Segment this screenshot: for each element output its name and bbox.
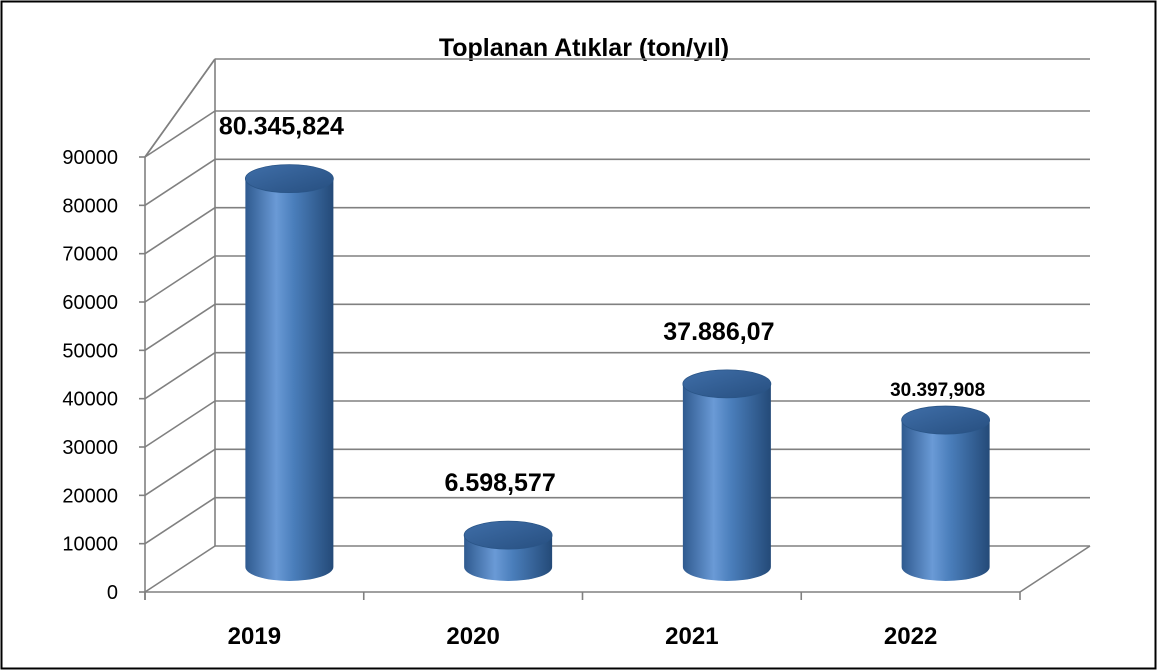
y-tick-label: 0 — [107, 582, 118, 604]
bar-2022 — [901, 405, 991, 581]
data-label: 30.397,908 — [890, 380, 985, 401]
gridline-diagonal — [144, 303, 216, 352]
bar-body — [245, 178, 334, 581]
bar-2019 — [244, 164, 334, 581]
gridline-diagonal — [144, 545, 216, 593]
floor-right-edge — [1019, 545, 1091, 593]
axis-layer: 0 10000 20000 30000 40000 50000 60000 70000 8000… — [62, 147, 1021, 604]
side-wall-top — [144, 58, 216, 158]
y-tick-label: 20000 — [62, 485, 118, 507]
bar-top — [463, 520, 553, 550]
bar-top — [244, 164, 334, 194]
gridline-diagonal — [144, 496, 216, 545]
bar-top — [682, 369, 772, 399]
data-label: 80.345,824 — [219, 113, 344, 141]
data-label: 37.886,07 — [663, 318, 774, 346]
gridline-diagonal — [144, 351, 216, 400]
y-tick-label: 30000 — [62, 437, 118, 459]
x-category-label: 2022 — [884, 623, 937, 650]
y-tick-label: 80000 — [62, 195, 118, 217]
x-category-label: 2020 — [446, 623, 499, 650]
gridline-diagonal — [144, 158, 216, 207]
gridline-diagonal — [144, 110, 216, 158]
gridline-diagonal — [144, 206, 216, 255]
x-category-label: 2021 — [665, 623, 718, 650]
bar-body — [901, 420, 990, 581]
bar-2021 — [682, 369, 772, 581]
bar-2020 — [463, 520, 553, 581]
bar-layer — [244, 164, 991, 581]
y-tick-label: 60000 — [62, 292, 118, 314]
y-tick-label: 90000 — [62, 147, 118, 169]
bar-top — [901, 405, 991, 435]
bar-body — [682, 383, 771, 581]
label-layer: 2019 80.345,824 2020 6.598,577 2021 37.886,07… — [219, 113, 985, 650]
gridline-diagonal — [144, 255, 216, 303]
gridline-diagonal — [144, 400, 216, 448]
y-tick-label: 50000 — [62, 340, 118, 362]
y-tick-label: 40000 — [62, 389, 118, 411]
y-tick-label: 10000 — [62, 534, 118, 556]
x-category-label: 2019 — [228, 623, 281, 650]
gridline-diagonal — [144, 448, 216, 497]
y-tick-label: 70000 — [62, 244, 118, 266]
data-label: 6.598,577 — [445, 469, 556, 497]
chart-title: Toplanan Atıklar (ton/yıl) — [439, 34, 729, 62]
